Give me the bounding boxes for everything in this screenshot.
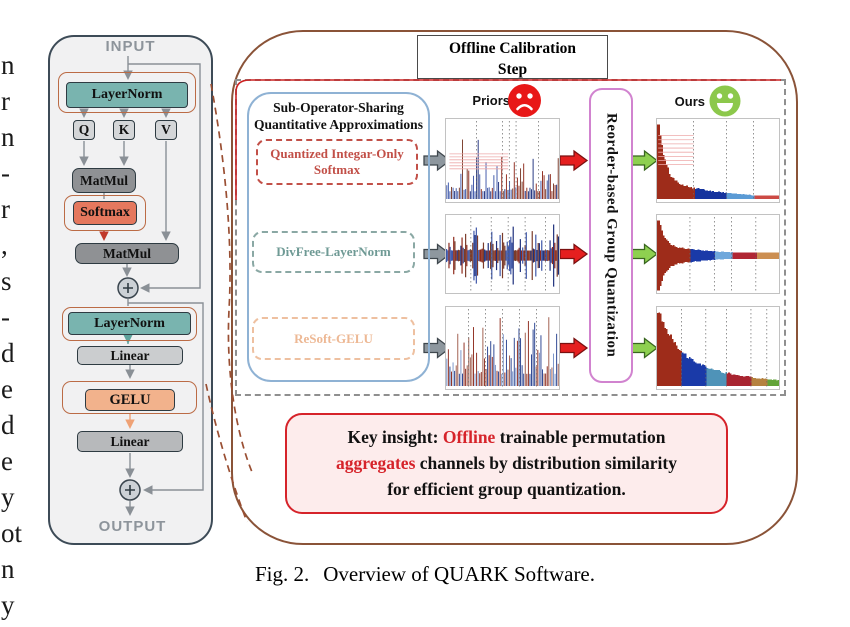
block-arrow bbox=[630, 337, 659, 359]
approx-title-line2: Quantitative Approximations bbox=[254, 117, 423, 132]
margin-text-fragment: n bbox=[1, 554, 15, 584]
matmul1-box: MatMul bbox=[72, 168, 136, 193]
offline-calibration-title-box: Offline Calibration Step bbox=[417, 35, 608, 79]
softmax-box: Softmax bbox=[73, 201, 137, 225]
priors-histogram-row3-svg bbox=[446, 309, 559, 387]
ours-histogram-row2-svg bbox=[657, 217, 779, 291]
gelu-box: GELU bbox=[85, 389, 175, 411]
block-arrow bbox=[559, 337, 589, 359]
key-insight-box bbox=[285, 413, 728, 514]
priors-histogram-row1 bbox=[445, 118, 560, 203]
block-arrow bbox=[559, 243, 589, 265]
layernorm1-box: LayerNorm bbox=[66, 82, 188, 108]
priors-histogram-row3 bbox=[445, 306, 560, 390]
block-arrow bbox=[423, 149, 452, 172]
ours-histogram-row3 bbox=[656, 306, 780, 390]
margin-text-fragment: r bbox=[1, 86, 10, 116]
figure-caption-text: Overview of QUARK Software. bbox=[323, 562, 596, 586]
layernorm2-box: LayerNorm bbox=[68, 312, 191, 335]
block-arrow bbox=[630, 149, 659, 172]
approx-title-line1: Sub-Operator-Sharing bbox=[273, 100, 404, 115]
resoft-gelu-op-box: ReSoft-GELU bbox=[252, 317, 415, 360]
block-arrow bbox=[630, 243, 659, 265]
figure-caption-tag: Fig. 2. bbox=[254, 562, 310, 586]
key-insight-text: Key insight: Offline trainable permutati… bbox=[291, 424, 722, 502]
margin-text-fragment: y bbox=[1, 590, 15, 620]
margin-text-fragment: s bbox=[1, 266, 12, 296]
insight-text-segment: channels by distribution similarity bbox=[415, 453, 677, 473]
title-line-1: Offline Calibration bbox=[448, 40, 576, 57]
matmul2-box: MatMul bbox=[75, 243, 179, 264]
k-box: K bbox=[113, 120, 135, 140]
priors-label: Priors bbox=[472, 93, 510, 108]
quantized-softmax-op-box: Quantized Integar-Only Softmax bbox=[256, 139, 418, 185]
margin-text-fragment: e bbox=[1, 446, 13, 476]
margin-text-fragment: - bbox=[1, 302, 10, 332]
block-arrow bbox=[423, 337, 452, 359]
margin-text-fragment: , bbox=[1, 230, 8, 260]
priors-histogram-row2-svg bbox=[446, 217, 559, 291]
layernorm1-highlight-outline bbox=[58, 72, 196, 113]
margin-text-fragment: ot bbox=[1, 518, 23, 548]
ours-histogram-row3-svg bbox=[657, 309, 779, 387]
margin-text-fragment: - bbox=[1, 158, 10, 188]
insight-text-segment: aggregates bbox=[336, 453, 416, 473]
margin-text-fragment: d bbox=[1, 410, 15, 440]
priors-histogram-row1-svg bbox=[446, 121, 559, 200]
figure-caption: Fig. 2. Overview of QUARK Software. bbox=[0, 562, 850, 587]
happy-face-icon bbox=[709, 85, 741, 117]
insight-text-segment: trainable permutation bbox=[495, 427, 666, 447]
ours-histogram-row2 bbox=[656, 214, 780, 294]
linear1-box: Linear bbox=[77, 346, 183, 365]
margin-text-fragment: d bbox=[1, 338, 15, 368]
linear2-box: Linear bbox=[77, 431, 183, 452]
v-box: V bbox=[155, 120, 177, 140]
approximations-panel-title: Sub-Operator-Sharing Quantitative Approx… bbox=[249, 99, 428, 133]
approximations-panel bbox=[247, 92, 430, 382]
softmax-highlight-outline bbox=[64, 195, 146, 231]
input-label: INPUT bbox=[105, 38, 156, 55]
priors-histogram-row2 bbox=[445, 214, 560, 294]
title-line-2: Step bbox=[497, 61, 528, 78]
margin-text-fragment: r bbox=[1, 194, 10, 224]
insight-text-segment: Key insight: bbox=[347, 427, 443, 447]
sad-face-icon bbox=[507, 83, 542, 118]
margin-text-fragment: n bbox=[1, 122, 15, 152]
q-box: Q bbox=[73, 120, 95, 140]
margin-text-fragment: n bbox=[1, 50, 15, 80]
insight-text-segment: Offline bbox=[442, 427, 496, 447]
output-label: OUTPUT bbox=[98, 518, 167, 535]
ours-histogram-row1-svg bbox=[657, 121, 779, 200]
divfree-layernorm-op-box: DivFree-LayerNorm bbox=[252, 231, 415, 273]
block-arrow bbox=[423, 243, 452, 265]
ours-histogram-row1 bbox=[656, 118, 780, 203]
reorder-group-quantization-label: Reorder-based Group Quantization bbox=[603, 113, 620, 358]
margin-text-fragment: e bbox=[1, 374, 13, 404]
insight-text-segment: for efficient group quantization. bbox=[387, 479, 626, 499]
ours-label: Ours bbox=[674, 94, 705, 109]
reorder-group-quantization-box: Reorder-based Group Quantization bbox=[589, 88, 633, 383]
margin-text-fragment: y bbox=[1, 482, 15, 512]
layernorm2-highlight-outline bbox=[62, 307, 197, 341]
gelu-highlight-outline bbox=[62, 381, 197, 414]
software-overview-panel bbox=[231, 30, 798, 545]
block-arrow bbox=[559, 149, 589, 172]
